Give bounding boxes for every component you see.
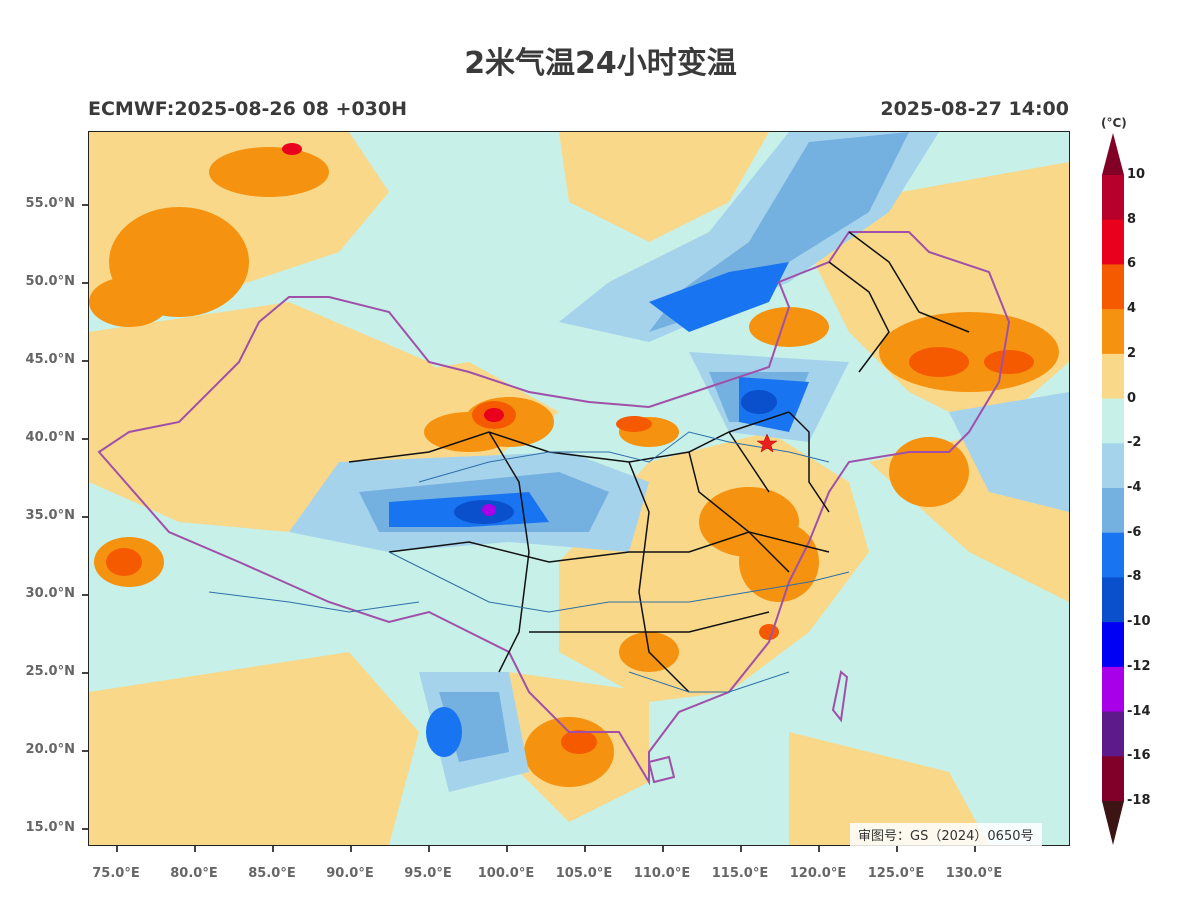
colorbar-bottom-extend <box>1102 801 1124 845</box>
lon-label: 90.0°E <box>326 866 374 881</box>
lon-tick <box>818 846 820 852</box>
lon-tick <box>194 846 196 852</box>
lon-tick <box>896 846 898 852</box>
lon-label: 115.0°E <box>711 866 769 881</box>
lat-tick <box>82 594 88 596</box>
colorbar-segment <box>1102 175 1124 221</box>
model-run-label: ECMWF:2025-08-26 08 +030H <box>88 98 408 120</box>
colorbar-segment <box>1102 711 1124 757</box>
colorbar-label: 8 <box>1127 211 1137 227</box>
colorbar-label: -16 <box>1127 748 1151 764</box>
extreme-cold-spots <box>482 504 496 516</box>
colorbar-segment <box>1102 309 1124 355</box>
taiwan-border <box>831 670 849 723</box>
temperature-change-map <box>88 131 1070 846</box>
lat-tick <box>82 360 88 362</box>
colorbar <box>1102 133 1124 845</box>
lon-label: 80.0°E <box>170 866 218 881</box>
lon-tick <box>272 846 274 852</box>
lat-label: 15.0°N <box>25 820 75 835</box>
colorbar-label: -4 <box>1127 480 1142 495</box>
colorbar-label: 10 <box>1127 167 1146 182</box>
lon-tick <box>662 846 664 852</box>
lat-tick <box>82 828 88 830</box>
colorbar-label: -10 <box>1127 614 1151 630</box>
colorbar-segment <box>1102 398 1124 444</box>
lat-label: 40.0°N <box>25 430 75 445</box>
colorbar-segment <box>1102 488 1124 534</box>
lon-tick <box>974 846 976 852</box>
lat-tick <box>82 204 88 206</box>
lon-tick <box>740 846 742 852</box>
hainan-border <box>647 755 676 784</box>
lon-label: 110.0°E <box>633 866 691 881</box>
colorbar-label: -6 <box>1127 524 1142 540</box>
valid-time-label: 2025-08-27 14:00 <box>880 98 1069 120</box>
colorbar-top-extend <box>1102 133 1124 175</box>
colorbar-label: 0 <box>1127 390 1137 406</box>
map-approval-number: 审图号：GS（2024）0650号 <box>850 823 1042 846</box>
lat-tick <box>82 438 88 440</box>
lat-label: 25.0°N <box>25 664 75 679</box>
colorbar-label: -14 <box>1127 703 1151 719</box>
colorbar-label: -2 <box>1127 435 1142 451</box>
lat-label: 30.0°N <box>25 586 75 601</box>
lat-tick <box>82 282 88 284</box>
lon-tick <box>428 846 430 852</box>
colorbar-label: 4 <box>1127 301 1137 317</box>
beijing-star-marker <box>756 433 778 453</box>
lat-label: 45.0°N <box>25 352 75 367</box>
lon-label: 130.0°E <box>945 866 1003 881</box>
lon-label: 85.0°E <box>248 866 296 881</box>
colorbar-segment <box>1102 353 1124 400</box>
colorbar-label: -18 <box>1127 793 1151 808</box>
lon-tick <box>116 846 118 852</box>
colorbar-segment <box>1102 532 1124 578</box>
lat-tick <box>82 672 88 674</box>
colorbar-unit: (°C) <box>1101 116 1127 130</box>
lon-tick <box>584 846 586 852</box>
lat-label: 55.0°N <box>25 196 75 211</box>
hot-spots <box>282 143 504 422</box>
colorbar-segment <box>1102 577 1124 623</box>
colorbar-segment <box>1102 666 1124 713</box>
province-borders <box>348 231 970 693</box>
lon-label: 100.0°E <box>477 866 535 881</box>
map-canvas <box>89 132 1069 845</box>
lon-tick <box>506 846 508 852</box>
strong-warm-regions <box>106 347 1034 754</box>
lon-label: 125.0°E <box>867 866 925 881</box>
lat-tick <box>82 516 88 518</box>
lon-label: 120.0°E <box>789 866 847 881</box>
colorbar-label: -12 <box>1127 658 1151 674</box>
lat-label: 35.0°N <box>25 508 75 523</box>
colorbar-segment <box>1102 756 1124 802</box>
colorbar-segment <box>1102 264 1124 310</box>
colorbar-segment <box>1102 219 1124 265</box>
page-title: 2米气温24小时变温 <box>464 46 737 81</box>
lon-label: 95.0°E <box>404 866 452 881</box>
colorbar-label: 6 <box>1127 256 1137 272</box>
lat-label: 20.0°N <box>25 742 75 757</box>
lon-tick <box>350 846 352 852</box>
colorbar-label: -8 <box>1127 569 1142 585</box>
colorbar-segment <box>1102 443 1124 489</box>
lon-label: 105.0°E <box>555 866 613 881</box>
lon-label: 75.0°E <box>92 866 140 881</box>
colorbar-segment <box>1102 622 1124 668</box>
country-border <box>97 231 1011 786</box>
lat-label: 50.0°N <box>25 274 75 289</box>
colorbar-label: 2 <box>1127 345 1137 361</box>
lat-tick <box>82 750 88 752</box>
